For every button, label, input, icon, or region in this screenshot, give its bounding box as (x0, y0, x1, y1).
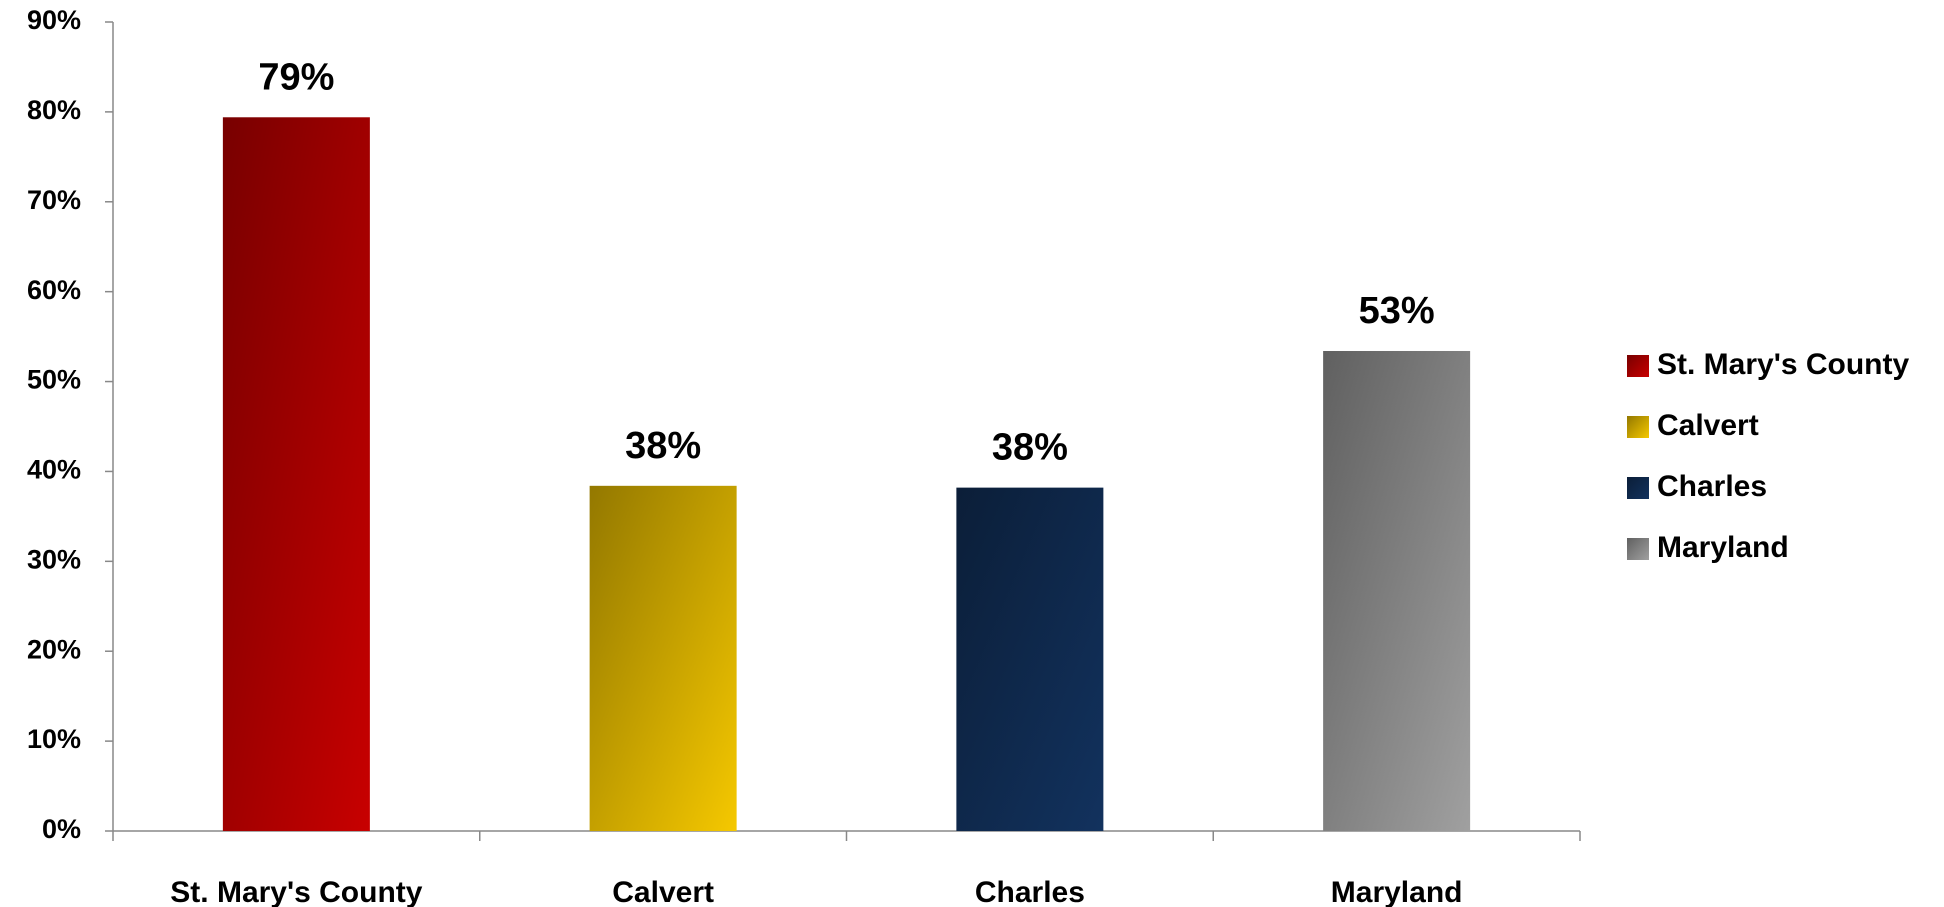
bar (1323, 350, 1471, 831)
data-label: 38% (992, 427, 1068, 469)
x-tick-label: Charles (975, 876, 1085, 907)
x-tick-label: Maryland (1331, 876, 1463, 907)
y-tick-label: 50% (27, 365, 81, 395)
y-tick-label: 60% (27, 275, 81, 305)
data-label: 53% (1359, 290, 1435, 332)
legend-swatch (1627, 477, 1649, 499)
y-tick-label: 40% (27, 455, 81, 485)
y-tick-label: 90% (27, 5, 81, 35)
bar (222, 117, 370, 831)
legend-label: Calvert (1657, 409, 1759, 442)
x-tick-label: Calvert (612, 876, 714, 907)
data-label: 79% (258, 56, 334, 98)
legend-label: Charles (1657, 470, 1767, 503)
legend-swatch (1627, 355, 1649, 377)
bar (589, 485, 737, 831)
y-tick-label: 80% (27, 95, 81, 125)
x-tick-label: St. Mary's County (170, 876, 422, 907)
y-tick-label: 0% (42, 814, 81, 844)
legend-swatch (1627, 416, 1649, 438)
y-tick-label: 70% (27, 185, 81, 215)
data-label: 38% (625, 425, 701, 467)
bar (956, 487, 1104, 831)
legend-label: St. Mary's County (1657, 348, 1909, 381)
y-tick-label: 20% (27, 634, 81, 664)
y-tick-label: 10% (27, 724, 81, 754)
legend-swatch (1627, 538, 1649, 560)
legend-label: Maryland (1657, 531, 1789, 564)
y-tick-label: 30% (27, 544, 81, 574)
